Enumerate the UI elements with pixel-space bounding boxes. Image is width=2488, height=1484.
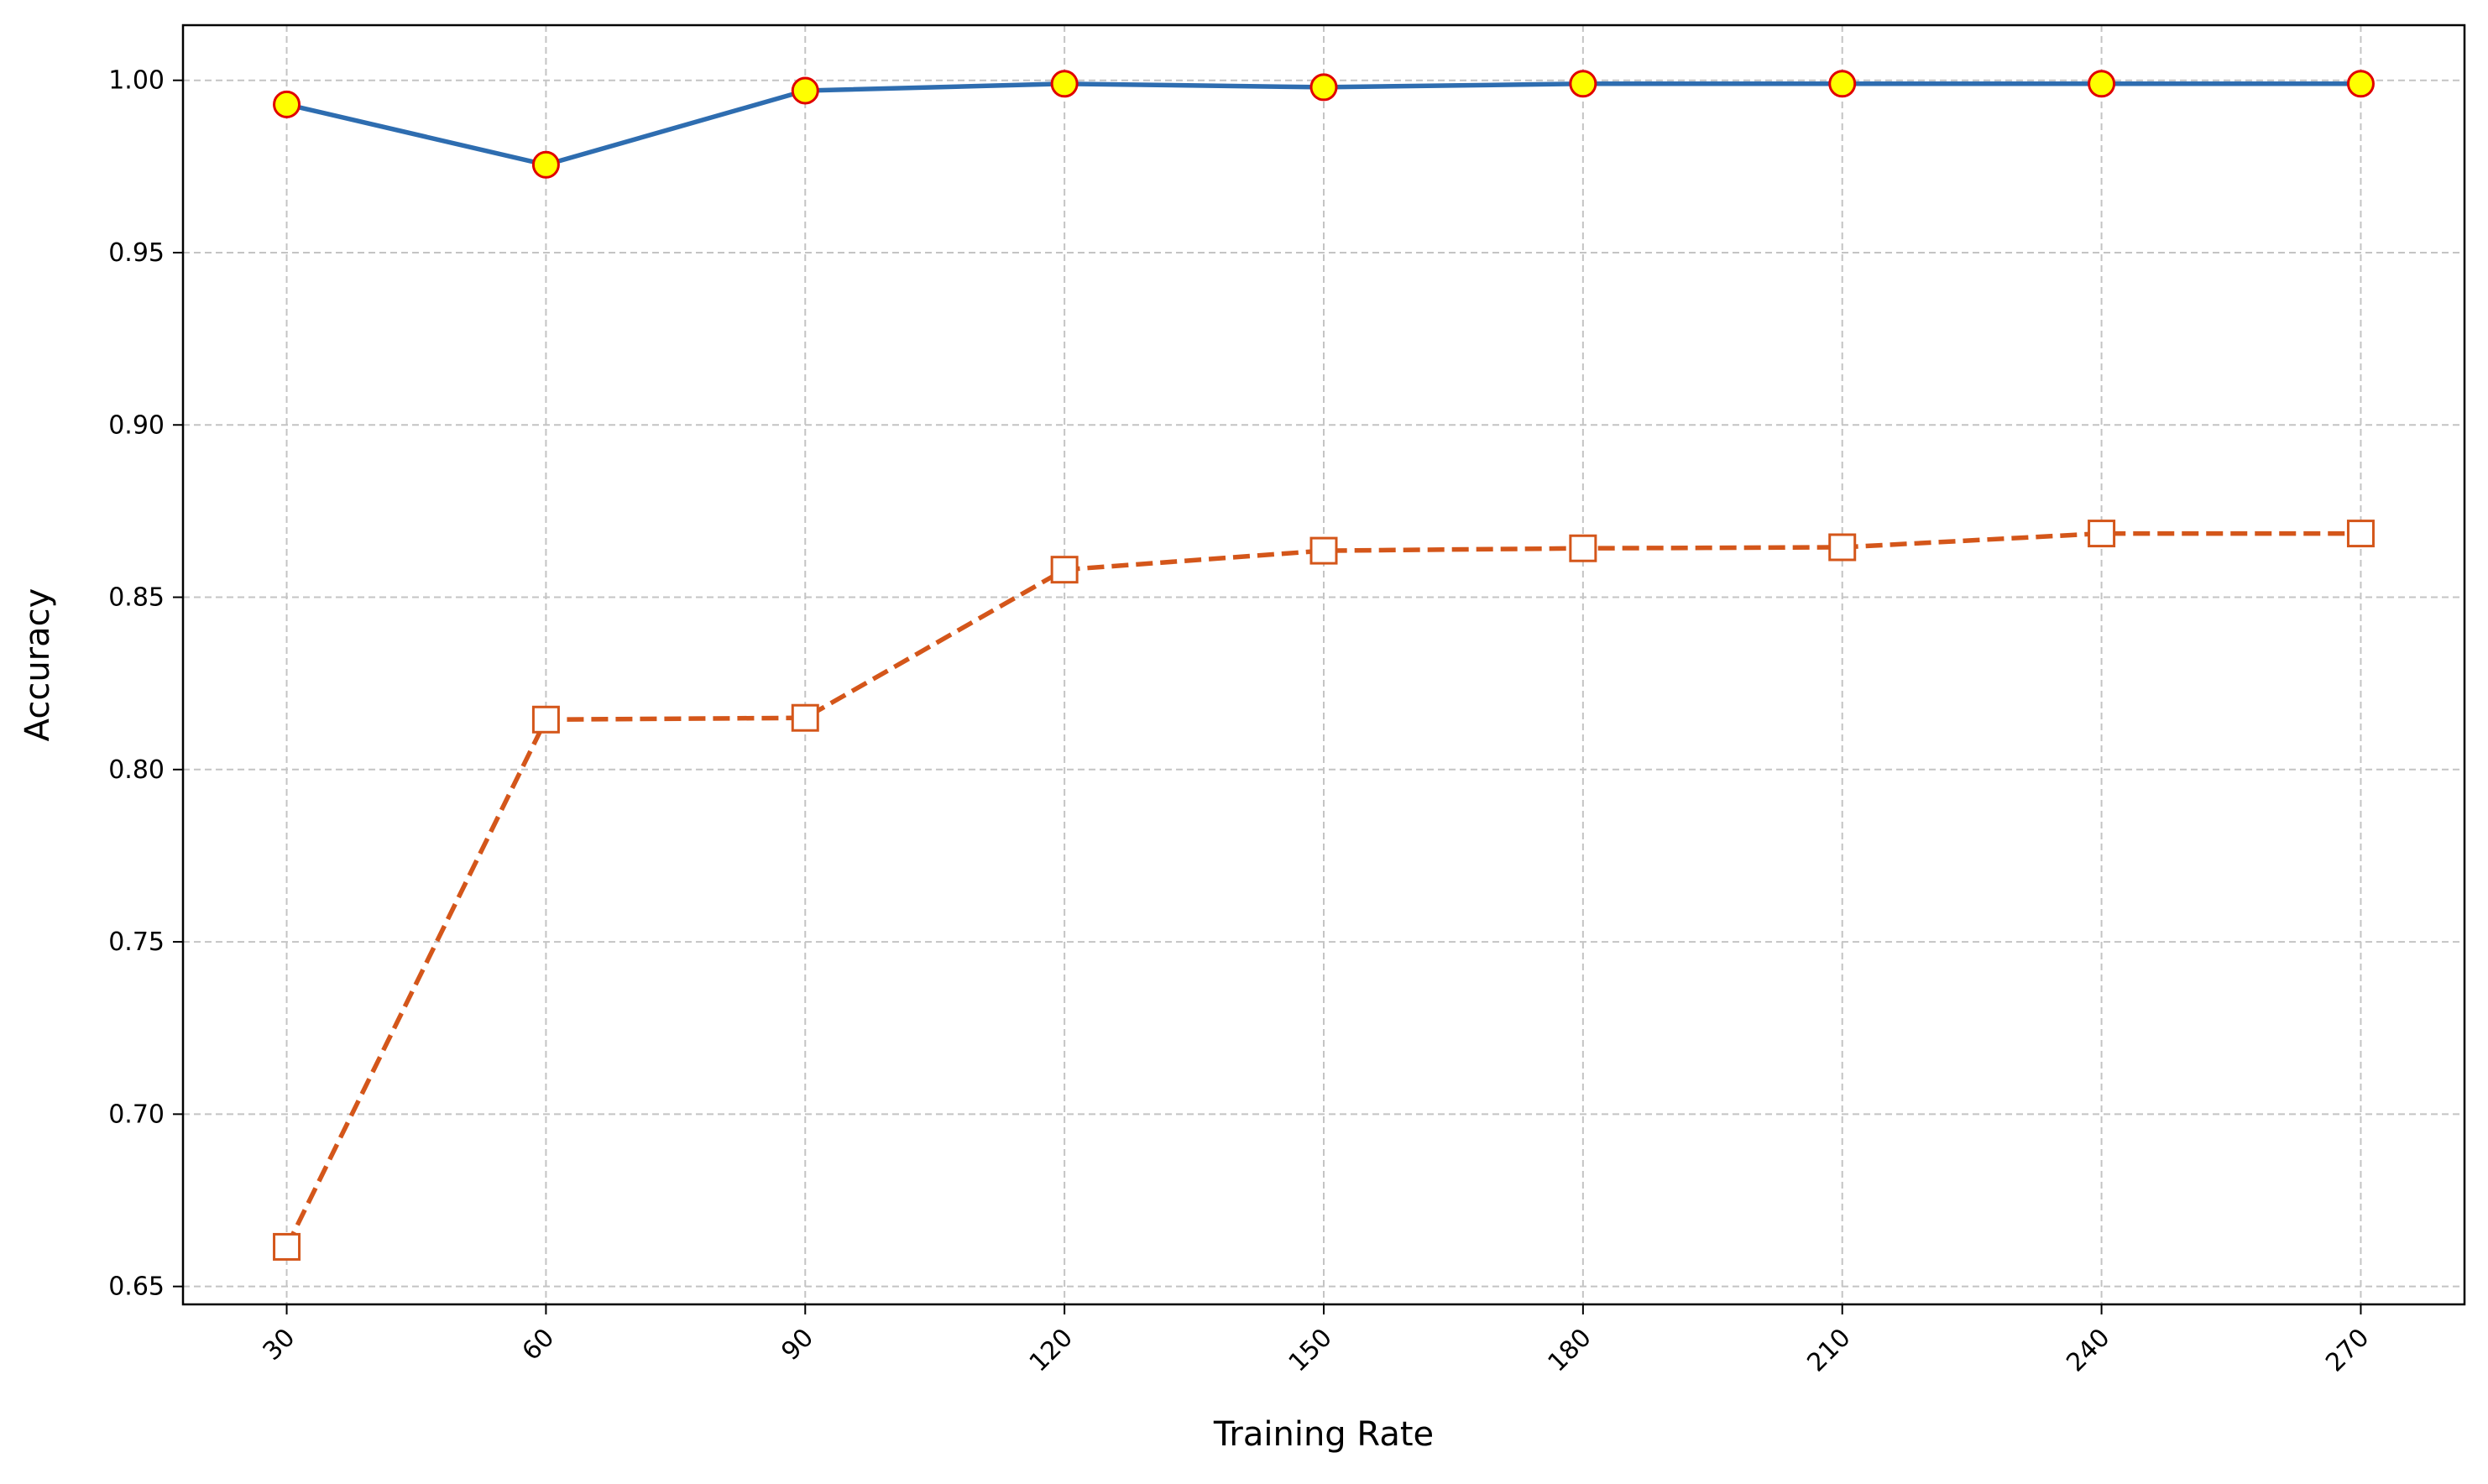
series-2-point: [791, 703, 819, 732]
series-2-line: [285, 530, 2361, 1248]
x-tick-label: 270: [2320, 1323, 2375, 1377]
y-tick-label: 0.75: [108, 928, 165, 957]
series-1-point: [2088, 70, 2116, 98]
x-tick-label: 150: [1283, 1323, 1338, 1377]
x-tick-label: 120: [1024, 1323, 1079, 1377]
series-1-point: [1569, 70, 1597, 98]
y-tick-label: 0.70: [108, 1100, 165, 1129]
x-tick-label: 30: [258, 1323, 301, 1366]
tick-layer: 30 60 90 120 150 180 210 240 270 0.65 0.70 0.75 0.80…: [108, 66, 2375, 1378]
series-1-point: [531, 150, 560, 179]
series-2-point: [2088, 520, 2116, 548]
x-tick-label: 180: [1543, 1323, 1597, 1377]
y-tick-label: 0.95: [108, 238, 165, 268]
x-axis-label: Training Rate: [1213, 1415, 1434, 1454]
y-axis-label: Accuracy: [18, 588, 57, 742]
x-tick-label: 210: [1801, 1323, 1856, 1377]
x-tick-label: 90: [776, 1323, 819, 1366]
series-2-point: [1569, 534, 1597, 562]
y-tick-label: 0.65: [108, 1272, 165, 1302]
y-tick-label: 0.85: [108, 583, 165, 613]
x-tick-label: 60: [517, 1323, 561, 1366]
series-1-point: [791, 76, 819, 105]
y-tick-label: 0.90: [108, 410, 165, 440]
series-1-point: [273, 90, 301, 118]
series-2-point: [1828, 533, 1857, 562]
series-1-point: [1828, 70, 1857, 98]
series-layer: [273, 70, 2375, 1261]
y-tick-label: 0.80: [108, 755, 165, 785]
series-2-point: [1050, 556, 1079, 584]
y-tick-label: 1.00: [108, 66, 165, 96]
series-1-point: [2346, 70, 2375, 98]
series-2-point: [1309, 536, 1338, 565]
grid-layer: [183, 25, 2464, 1304]
series-2-point: [531, 705, 560, 734]
series-2-point: [273, 1232, 301, 1261]
x-tick-label: 240: [2061, 1323, 2115, 1377]
series-1-point: [1309, 73, 1338, 102]
series-1-point: [1050, 70, 1079, 98]
series-2-point: [2346, 520, 2375, 548]
